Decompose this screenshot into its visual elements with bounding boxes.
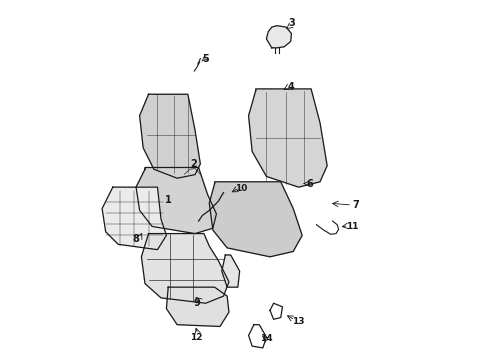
Polygon shape xyxy=(140,94,200,178)
Polygon shape xyxy=(167,287,229,327)
Polygon shape xyxy=(222,255,240,287)
Text: 7: 7 xyxy=(352,200,359,210)
Text: 10: 10 xyxy=(235,184,247,193)
Text: 3: 3 xyxy=(288,18,295,28)
Text: 6: 6 xyxy=(306,179,313,189)
Text: 9: 9 xyxy=(194,298,200,308)
Text: 14: 14 xyxy=(260,334,273,343)
Text: 8: 8 xyxy=(133,234,140,244)
Text: 4: 4 xyxy=(288,82,295,92)
Text: 5: 5 xyxy=(202,54,209,64)
Text: 2: 2 xyxy=(190,159,196,169)
Polygon shape xyxy=(102,187,167,249)
Text: 13: 13 xyxy=(293,316,305,325)
Polygon shape xyxy=(248,89,327,187)
Polygon shape xyxy=(142,234,229,303)
Polygon shape xyxy=(209,182,302,257)
Text: 12: 12 xyxy=(191,333,203,342)
Polygon shape xyxy=(267,26,292,48)
Polygon shape xyxy=(136,167,217,234)
Text: 1: 1 xyxy=(165,195,172,204)
Text: 11: 11 xyxy=(346,222,358,231)
